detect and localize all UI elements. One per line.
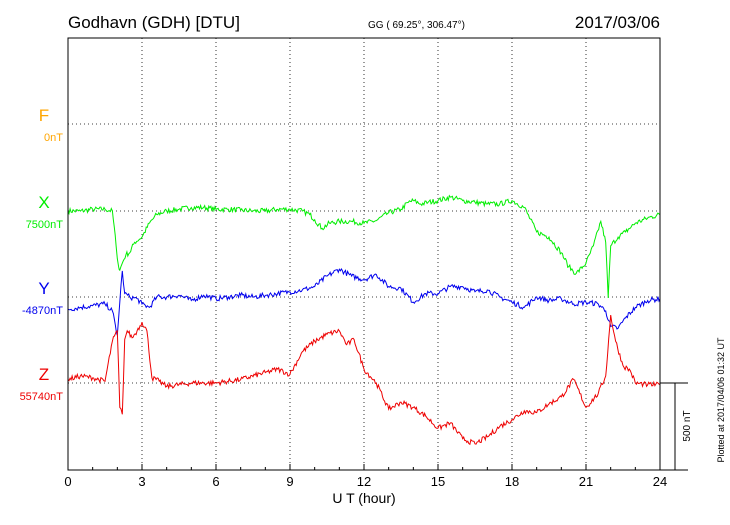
x-tick-label: 9 [286,474,293,489]
x-tick-label: 3 [138,474,145,489]
scale-bar-label: 500 nT [682,410,693,441]
x-tick-label: 21 [579,474,593,489]
channel-baseline-z: 55740nT [20,391,64,403]
channel-baseline-x: 7500nT [26,219,64,231]
channel-name-z: Z [39,365,49,384]
x-tick-label: 24 [653,474,667,489]
series-layer [67,194,661,446]
x-tick-label: 0 [64,474,71,489]
chart-date: 2017/03/06 [575,13,660,32]
channel-baseline-f: 0nT [44,132,63,144]
grid [68,38,660,470]
channel-name-y: Y [38,279,49,298]
channel-labels: F 0nT X 7500nT Y -4870nT Z 55740nT [20,106,64,403]
x-axis: 0 3 6 9 12 15 18 21 24 [64,464,667,489]
channel-name-f: F [39,106,49,125]
x-tick-label: 6 [212,474,219,489]
channel-name-x: X [38,193,49,212]
series-line-y [67,268,661,336]
channel-baseline-y: -4870nT [22,305,63,317]
series-line-x [67,194,661,299]
plot-timestamp: Plotted at 2017/04/06 01:32 UT [716,337,726,463]
station-title: Godhavn (GDH) [DTU] [68,13,240,32]
scale-bar: 500 nT [660,382,693,471]
x-axis-label: U T (hour) [332,490,395,506]
x-tick-label: 18 [505,474,519,489]
x-tick-label: 15 [431,474,445,489]
series-line-z [67,315,661,446]
x-tick-label: 12 [357,474,371,489]
station-coords: GG ( 69.25°, 306.47°) [368,20,465,31]
